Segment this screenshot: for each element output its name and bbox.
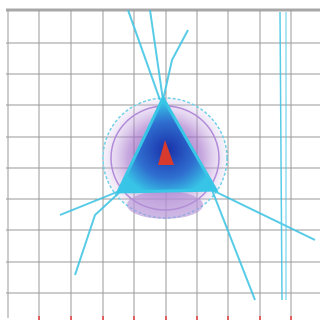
page [0,0,321,321]
plot-image [0,0,321,321]
